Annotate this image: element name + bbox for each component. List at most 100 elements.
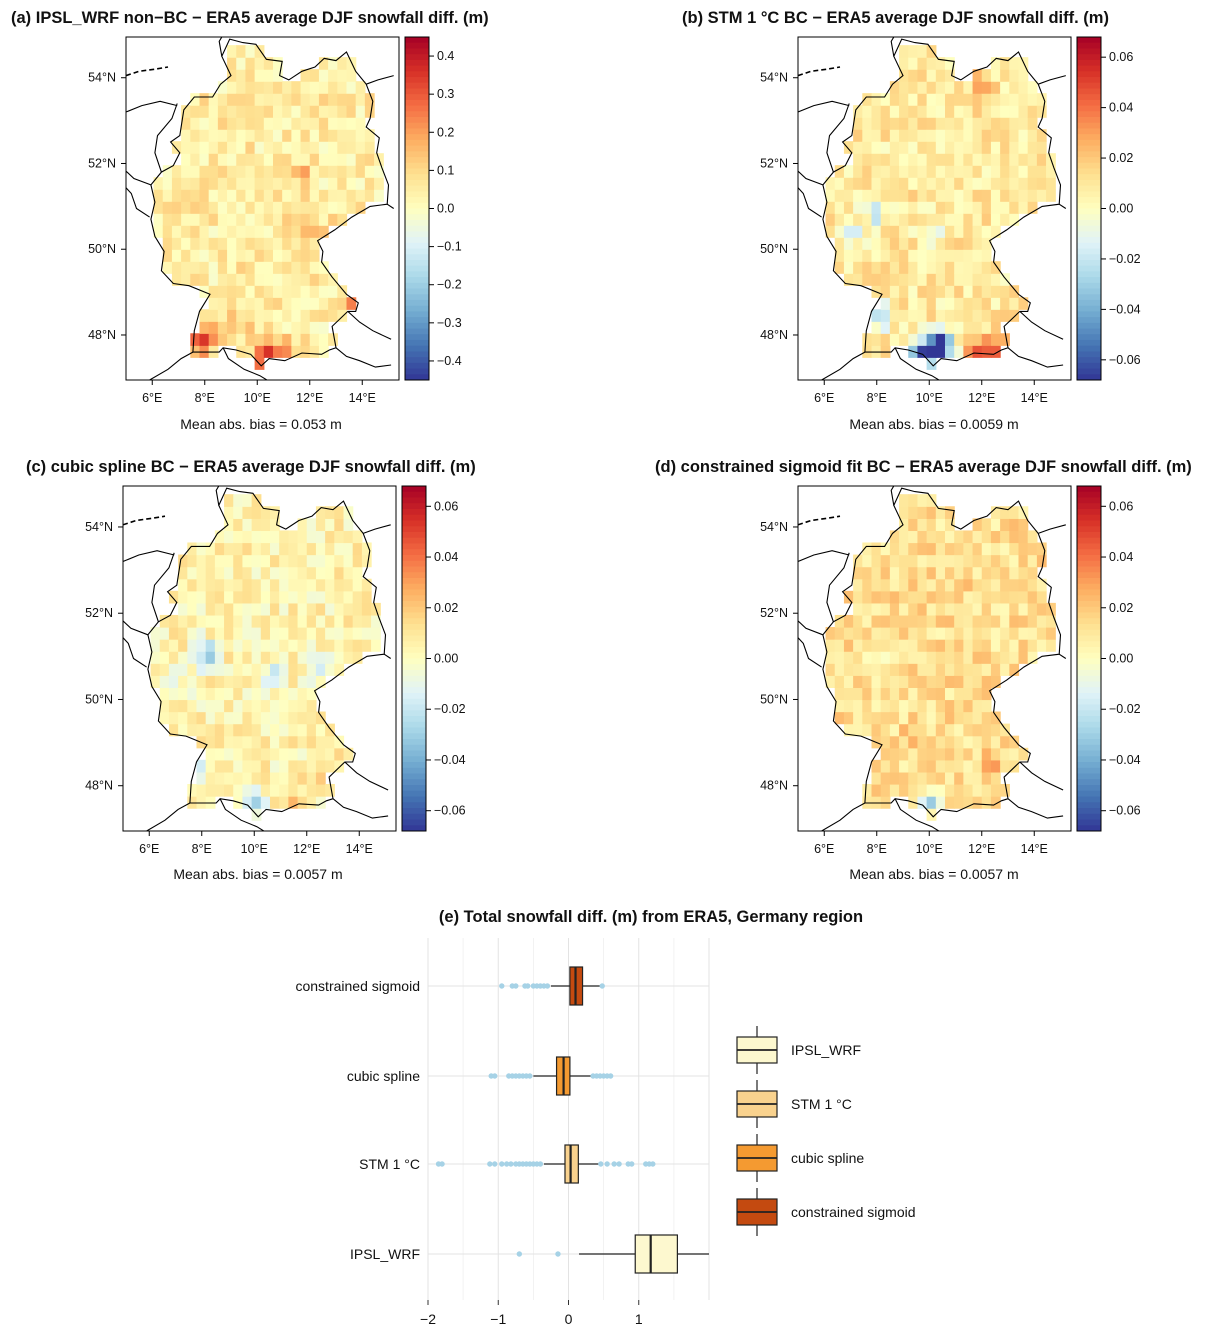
colorbar-segment	[402, 687, 426, 694]
heatmap-cell	[981, 687, 992, 701]
heatmap-cell	[917, 663, 928, 676]
heatmap-cell	[233, 747, 244, 761]
heatmap-cell	[917, 141, 928, 154]
heatmap-cell	[187, 723, 198, 737]
heatmap-cell	[153, 177, 164, 190]
heatmap-cell	[1027, 566, 1038, 580]
heatmap-cell	[945, 189, 955, 202]
colorbar-segment	[1077, 37, 1101, 44]
heatmap-cell	[224, 566, 234, 580]
heatmap-cell	[954, 165, 964, 178]
heatmap-cell	[224, 518, 234, 532]
heatmap-cell	[178, 651, 188, 664]
heatmap-cell	[908, 273, 919, 286]
colorbar-segment	[402, 618, 426, 625]
heatmap-cell	[908, 783, 919, 797]
y-tick-label: 52°N	[85, 606, 113, 620]
heatmap-cell	[168, 627, 179, 640]
heatmap-cell	[254, 273, 265, 286]
heatmap-cell	[954, 153, 964, 166]
heatmap-cell	[1027, 117, 1038, 130]
heatmap-cell	[880, 687, 891, 701]
heatmap-cell	[917, 699, 928, 713]
heatmap-cell	[245, 117, 256, 130]
heatmap-cell	[926, 578, 937, 592]
heatmap-cell	[328, 81, 338, 94]
colorbar-segment	[405, 368, 429, 375]
legend-label: STM 1 °C	[791, 1096, 852, 1112]
colorbar-segment	[1077, 710, 1101, 717]
heatmap-cell	[199, 105, 210, 118]
heatmap-cell	[889, 711, 900, 725]
heatmap-cell	[917, 249, 928, 262]
germany-border	[147, 487, 387, 818]
heatmap-cell	[263, 81, 274, 94]
heatmap-cell	[954, 771, 964, 785]
heatmap-cell	[981, 249, 992, 262]
heatmap-cell	[935, 261, 946, 274]
heatmap-cell	[954, 747, 964, 761]
colorbar-segment	[402, 532, 426, 539]
heatmap-cell	[954, 105, 964, 118]
heatmap-cell	[181, 249, 191, 262]
heatmap-cell	[227, 309, 237, 322]
heatmap-cell	[1046, 177, 1056, 190]
heatmap-cell	[233, 627, 244, 640]
heatmap-cell	[972, 273, 983, 286]
heatmap-cell	[908, 201, 919, 214]
heatmap-cell	[254, 249, 265, 262]
heatmap-cell	[917, 237, 928, 250]
heatmap-cell	[899, 177, 909, 190]
heatmap-cell	[926, 554, 937, 568]
colorbar-segment	[1077, 796, 1101, 803]
heatmap-cell	[889, 297, 900, 310]
heatmap-cell	[889, 189, 900, 202]
heatmap-cell	[1046, 639, 1056, 652]
heatmap-cell	[334, 566, 345, 580]
heatmap-cell	[254, 225, 265, 238]
heatmap-cell	[935, 105, 946, 118]
heatmap-cell	[908, 93, 919, 106]
heatmap-cell	[282, 153, 292, 166]
colorbar-segment	[1077, 299, 1101, 307]
heatmap-cell	[196, 663, 207, 676]
heatmap-cell	[355, 177, 366, 190]
heatmap-cell	[328, 333, 338, 346]
heatmap-cell	[972, 189, 983, 202]
heatmap-cell	[871, 663, 882, 676]
colorbar-segment	[1077, 231, 1101, 238]
heatmap-cell	[981, 213, 992, 226]
heatmap-cell	[1009, 117, 1020, 130]
heatmap-cell	[196, 651, 207, 664]
heatmap-cell	[260, 711, 271, 725]
heatmap-cell	[242, 796, 253, 809]
heatmap-cell	[899, 309, 909, 322]
heatmap-cell	[279, 723, 289, 737]
heatmap-cell	[917, 518, 928, 532]
heatmap-cell	[171, 141, 182, 154]
heatmap-cell	[1000, 614, 1010, 628]
heatmap-cell	[981, 333, 992, 346]
colorbar-segment	[402, 802, 426, 809]
heatmap-cell	[227, 45, 237, 58]
heatmap-cell	[1018, 614, 1029, 628]
heatmap-cell	[300, 165, 311, 178]
heatmap-cell	[254, 297, 265, 310]
heatmap-cell	[273, 105, 283, 118]
heatmap-cell	[972, 675, 983, 688]
heatmap-cell	[245, 213, 256, 226]
heatmap-cell	[899, 189, 909, 202]
heatmap-cell	[981, 711, 992, 725]
heatmap-cell	[972, 759, 983, 773]
maritime-boundary	[798, 66, 841, 77]
colorbar-segment	[1077, 339, 1101, 347]
heatmap-cell	[343, 542, 354, 556]
heatmap-cell	[315, 675, 326, 688]
heatmap-cell	[843, 687, 854, 701]
colorbar-segment	[405, 145, 429, 152]
heatmap-cell	[908, 129, 919, 142]
heatmap-cell	[300, 261, 311, 274]
heatmap-cell	[190, 237, 201, 250]
heatmap-cell	[328, 141, 338, 154]
heatmap-cell	[853, 225, 863, 238]
